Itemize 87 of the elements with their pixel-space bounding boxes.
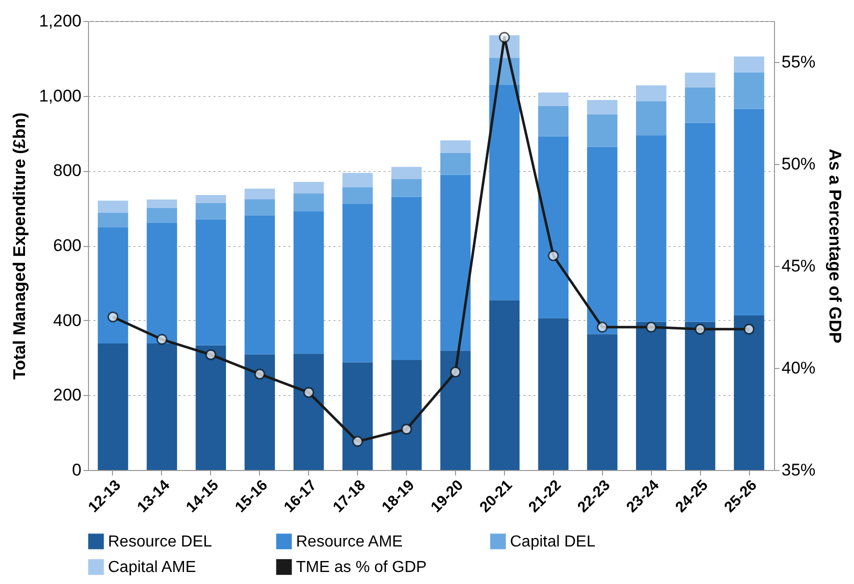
bar (98, 212, 128, 228)
bar (684, 122, 716, 322)
y-tick-label: 800 (53, 161, 82, 180)
bar (684, 322, 716, 470)
bar (98, 228, 128, 344)
bar (146, 344, 178, 470)
bar (440, 174, 471, 351)
y2-axis-title: As a Percentage of GDP (826, 148, 845, 344)
bar (244, 188, 275, 200)
y2-tick-label: 35% (782, 460, 816, 480)
legend-label: Resource DEL (108, 533, 212, 550)
bar (196, 219, 226, 346)
bar (244, 199, 275, 216)
bar (587, 334, 618, 470)
point (156, 334, 168, 345)
bar (294, 193, 324, 212)
y-tick-label: 600 (53, 236, 82, 255)
legend-label: Capital AME (108, 559, 196, 576)
bar (538, 136, 568, 318)
bar (342, 362, 373, 470)
bar (734, 56, 764, 72)
bar (98, 200, 128, 213)
bar (146, 208, 178, 224)
point (694, 324, 706, 335)
bar (196, 194, 226, 203)
bar (587, 114, 618, 147)
point (744, 324, 755, 335)
point (303, 386, 314, 398)
bar (196, 345, 226, 470)
y2-tick-label: 50% (782, 154, 816, 174)
bar (244, 354, 275, 470)
bar (636, 101, 666, 136)
point (254, 368, 266, 380)
y-tick-label: 200 (53, 386, 82, 405)
bar (636, 322, 666, 470)
y-axis-title: Total Managed Expenditure (£bn) (10, 112, 29, 380)
bar (391, 360, 422, 470)
bar (587, 146, 618, 334)
point (596, 322, 608, 333)
bar (440, 350, 471, 470)
bar (196, 202, 226, 220)
bar (342, 187, 373, 204)
point (548, 250, 559, 262)
bar (538, 318, 568, 470)
y-tick-label: 400 (53, 310, 82, 330)
bar (440, 152, 471, 175)
point (498, 32, 510, 43)
y2-tick-label: 45% (782, 256, 816, 276)
bar (146, 223, 178, 344)
y2-tick-label: 55% (782, 52, 816, 72)
y-tick-label: 1,200 (38, 12, 82, 30)
bar (294, 354, 324, 470)
bar (684, 72, 716, 88)
bar (391, 166, 422, 179)
bar (538, 92, 568, 106)
y-tick-label: 0 (72, 460, 82, 480)
bar (342, 172, 373, 188)
bar (587, 100, 618, 115)
bar (734, 108, 764, 316)
bar (98, 344, 128, 470)
bar (734, 315, 764, 470)
bar (244, 215, 275, 354)
bar (734, 72, 764, 109)
legend-label: Capital DEL (510, 533, 596, 550)
point (107, 311, 118, 322)
bar (342, 204, 373, 362)
bar (391, 178, 422, 197)
point (352, 436, 364, 447)
y-tick-label: 1,000 (38, 86, 82, 106)
bar (489, 84, 520, 300)
legend-label: TME as % of GDP (296, 559, 427, 576)
bar (538, 106, 568, 136)
bar (684, 87, 716, 123)
y2-tick-label: 40% (782, 358, 816, 378)
bar (294, 182, 324, 194)
bar (636, 135, 666, 322)
point (205, 349, 216, 360)
bar (146, 199, 178, 208)
point (450, 366, 461, 378)
bar (489, 300, 520, 470)
bar (636, 85, 666, 102)
legend-label: Resource AME (296, 533, 403, 550)
point (646, 322, 657, 333)
bar (440, 140, 471, 153)
bar (294, 211, 324, 354)
bar (391, 196, 422, 360)
point (401, 424, 412, 435)
